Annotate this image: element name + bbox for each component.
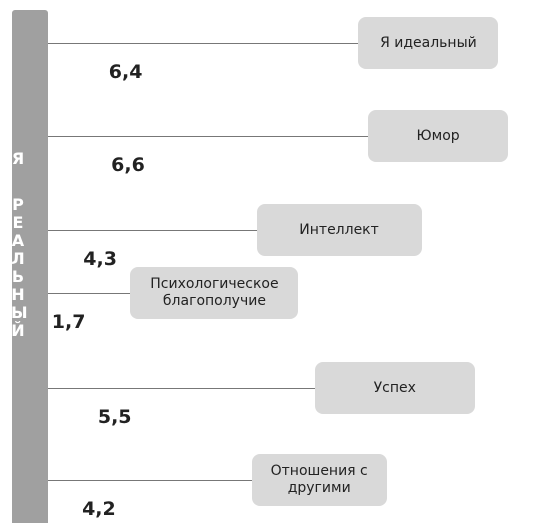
connector-line	[48, 43, 359, 44]
connector-line	[48, 480, 252, 481]
connector-line	[48, 230, 257, 231]
connector-line	[48, 136, 369, 137]
value-label: 6,6	[111, 154, 145, 176]
category-box: Успех	[314, 362, 475, 414]
value-label: 4,2	[82, 498, 116, 520]
category-box: Интеллект	[256, 204, 422, 256]
side-bar	[12, 10, 48, 523]
value-label: 6,4	[108, 61, 143, 83]
category-box: Психологическое благополучие	[130, 267, 299, 319]
category-box: Я идеальный	[358, 17, 499, 69]
value-label: 1,7	[51, 311, 86, 333]
category-box: Юмор	[368, 110, 509, 162]
connector-line	[48, 293, 131, 294]
side-label: Я	[11, 149, 25, 168]
value-label: 5,5	[97, 406, 132, 428]
category-box: Отношения с другими	[251, 454, 387, 506]
connector-line	[48, 388, 315, 389]
value-label: 4,3	[83, 248, 117, 270]
side-label: РЕАЛЬНЫЙ	[11, 195, 28, 340]
